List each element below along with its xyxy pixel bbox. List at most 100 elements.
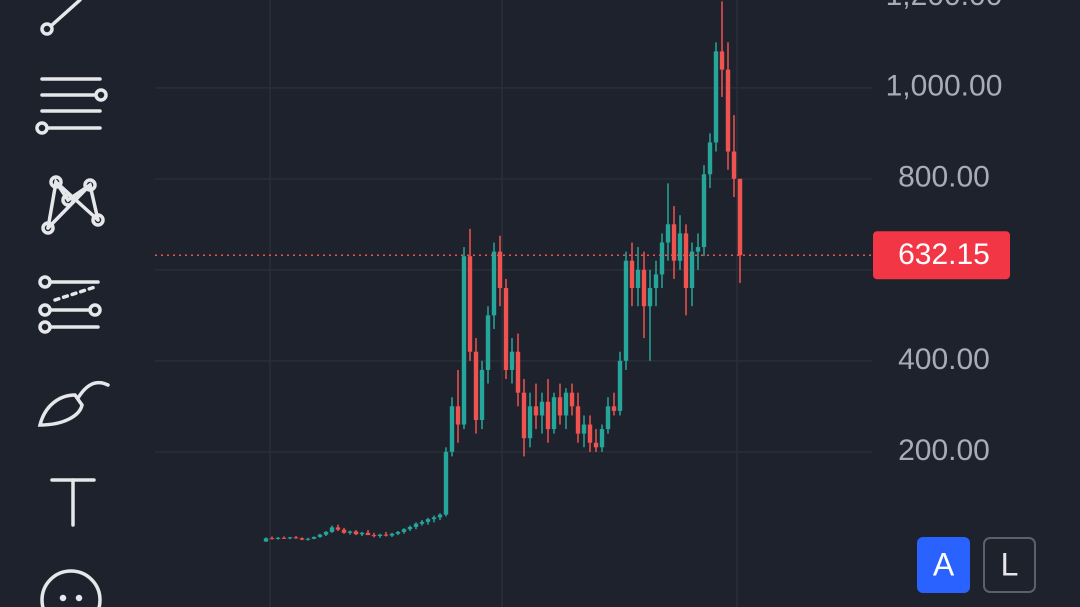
candle-body xyxy=(665,224,671,243)
candle-body xyxy=(287,537,293,539)
candle-body xyxy=(419,521,425,524)
candle-body xyxy=(659,242,665,275)
candle-body xyxy=(731,151,737,179)
candle-body xyxy=(527,406,533,439)
candle-body xyxy=(359,532,365,535)
candle-body xyxy=(629,260,635,289)
candle-body xyxy=(713,51,719,143)
candle-body xyxy=(575,406,581,434)
candle-body xyxy=(611,406,617,411)
candle-body xyxy=(521,392,527,439)
candle-body xyxy=(383,534,389,536)
candle-body xyxy=(503,288,509,370)
candle-body xyxy=(647,288,653,307)
auto-button-label: A xyxy=(933,546,955,582)
candle-body xyxy=(317,534,323,537)
log-scale-button[interactable]: L xyxy=(983,537,1036,593)
candle-body xyxy=(305,538,311,540)
grid xyxy=(155,87,872,453)
candle-body xyxy=(497,251,503,289)
emoji-tool[interactable] xyxy=(40,569,102,607)
candle-body xyxy=(581,424,587,434)
candle-body xyxy=(431,517,437,520)
y-tick-label: 1,000.00 xyxy=(886,70,1003,103)
candle-body xyxy=(425,519,431,522)
candle-body xyxy=(509,351,515,370)
last-price-box xyxy=(873,231,1010,280)
candle-body xyxy=(269,538,275,540)
candle-body xyxy=(617,360,623,411)
candle-body xyxy=(335,527,341,530)
candle-body xyxy=(377,534,383,537)
candle-body xyxy=(341,529,347,533)
candle-body xyxy=(593,442,599,448)
candle-body xyxy=(293,537,299,539)
candle-body xyxy=(389,533,395,536)
candle-body xyxy=(365,532,371,536)
candle-body xyxy=(449,406,455,452)
last-price-label: 632.15 xyxy=(898,238,990,271)
candle-body xyxy=(557,397,563,416)
candle-body xyxy=(737,178,743,256)
candle-body xyxy=(671,224,677,261)
candle-body xyxy=(473,351,479,420)
candle-body xyxy=(683,233,689,289)
brush-tool[interactable] xyxy=(37,380,110,427)
candles xyxy=(263,1,743,542)
candle-body xyxy=(677,233,683,261)
horizontal-lines-tool[interactable] xyxy=(35,77,108,135)
candle-body xyxy=(635,269,641,289)
candle-body xyxy=(323,531,329,535)
text-tool[interactable] xyxy=(50,478,96,527)
auto-button-bg xyxy=(917,537,970,593)
candle-body xyxy=(467,256,473,352)
candle-body xyxy=(701,174,707,248)
y-tick-label: 400.00 xyxy=(898,343,990,376)
candle-body xyxy=(461,256,467,425)
candle-body xyxy=(569,392,575,407)
candle-body xyxy=(725,69,731,152)
trend-line-tool[interactable] xyxy=(40,0,82,36)
candle-body xyxy=(485,315,491,370)
candle-body xyxy=(689,251,695,289)
y-tick-label: 800.00 xyxy=(898,161,990,194)
candle-body xyxy=(299,538,305,540)
last-price: 632.15 xyxy=(155,231,1010,280)
candle-body xyxy=(563,392,569,416)
fib-tool[interactable] xyxy=(38,275,102,334)
candle-body xyxy=(545,401,551,430)
candle-body xyxy=(587,424,593,443)
candle-body xyxy=(263,538,269,542)
vertical-grid xyxy=(269,0,738,607)
candle-body xyxy=(539,401,545,416)
log-button-label: L xyxy=(1001,546,1019,582)
pattern-tool[interactable] xyxy=(41,175,105,235)
candle-body xyxy=(491,251,497,316)
candle-body xyxy=(437,514,443,518)
candle-body xyxy=(641,269,647,307)
candle-body xyxy=(479,369,485,420)
candle-body xyxy=(455,406,461,425)
candle-body xyxy=(311,536,317,539)
y-tick-label: 200.00 xyxy=(898,434,990,467)
toolbar xyxy=(35,0,110,607)
candle-body xyxy=(407,526,413,530)
candle-body xyxy=(533,406,539,416)
candle-body xyxy=(707,142,713,175)
log-button-bg xyxy=(983,537,1036,593)
candle-body xyxy=(695,247,701,252)
y-tick-label: 1,200.00 xyxy=(886,0,1003,12)
auto-scale-button[interactable]: A xyxy=(917,537,970,593)
candle-body xyxy=(275,537,281,539)
candle-body xyxy=(605,406,611,430)
candle-body xyxy=(371,535,377,537)
candle-body xyxy=(443,451,449,515)
candle-body xyxy=(395,531,401,534)
candle-body xyxy=(347,531,353,533)
candle-body xyxy=(353,531,359,535)
candle-body xyxy=(413,523,419,527)
